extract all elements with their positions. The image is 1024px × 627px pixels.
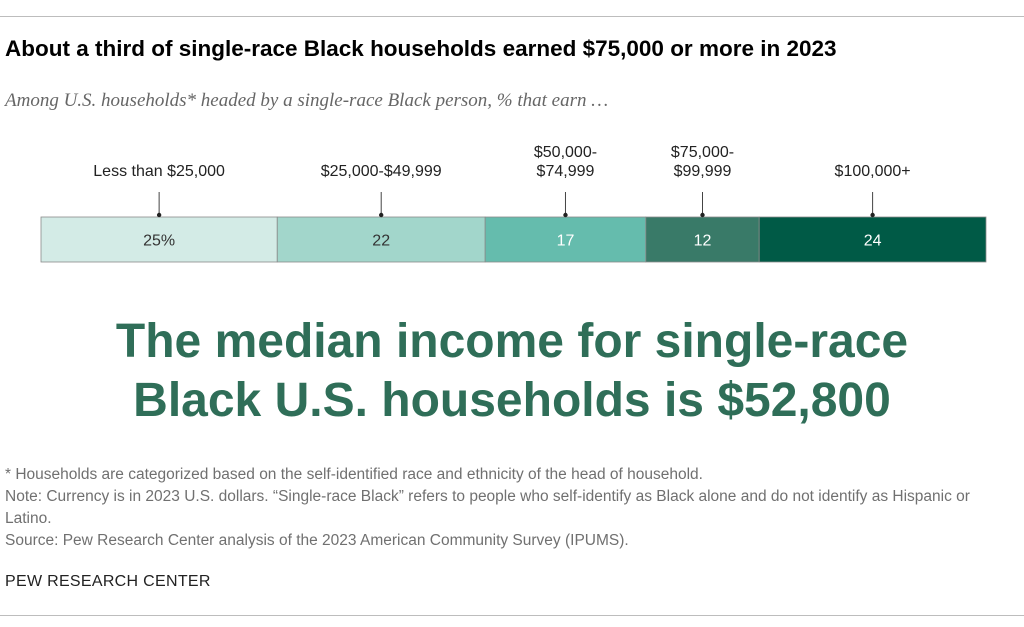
leader-dot-2	[379, 212, 384, 218]
footnote: * Households are categorized based on th…	[5, 466, 703, 483]
chart-notes: * Households are categorized based on th…	[5, 464, 1020, 552]
category-label-2: $25,000-$49,999	[321, 163, 442, 180]
stacked-bar-chart: 25% Less than $25,000 22 $25,000-$49,999 17 $…	[40, 144, 987, 263]
leader-dot-1	[156, 212, 162, 218]
category-label-3: $50,000-$74,999	[534, 144, 597, 180]
value-label-4: 12	[694, 233, 712, 250]
leader-dot-3	[563, 212, 568, 218]
chart-title: About a third of single-race Black house…	[5, 36, 837, 61]
note: Note: Currency is in 2023 U.S. dollars. …	[5, 488, 970, 527]
value-label-2: 22	[372, 233, 390, 250]
bar-segment-5	[758, 216, 987, 263]
median-income-headline: The median income for single-race Black …	[0, 312, 1024, 430]
leader-dot-4	[700, 212, 705, 218]
bottom-rule	[0, 615, 1024, 616]
value-label-1: 25%	[143, 233, 175, 250]
bar-segment-4	[645, 216, 760, 263]
bar-segment-2	[276, 216, 486, 263]
value-label-3: 17	[557, 233, 575, 250]
bar-segment-1	[40, 216, 278, 263]
headline-line-1: The median income for single-race	[115, 315, 909, 368]
category-label-5: $100,000+	[835, 163, 911, 180]
publisher-logo: PEW RESEARCH CENTER	[5, 573, 211, 590]
category-label-1: Less than $25,000	[93, 163, 225, 180]
value-label-5: 24	[864, 233, 882, 250]
category-label-4: $75,000-$99,999	[671, 144, 734, 180]
leader-dot-5	[870, 212, 875, 218]
chart-subtitle: Among U.S. households* headed by a singl…	[5, 90, 609, 111]
source: Source: Pew Research Center analysis of …	[5, 532, 629, 549]
headline-line-2: Black U.S. households is $52,800	[133, 374, 891, 427]
bar-segment-3	[484, 216, 647, 263]
top-rule	[0, 16, 1024, 17]
